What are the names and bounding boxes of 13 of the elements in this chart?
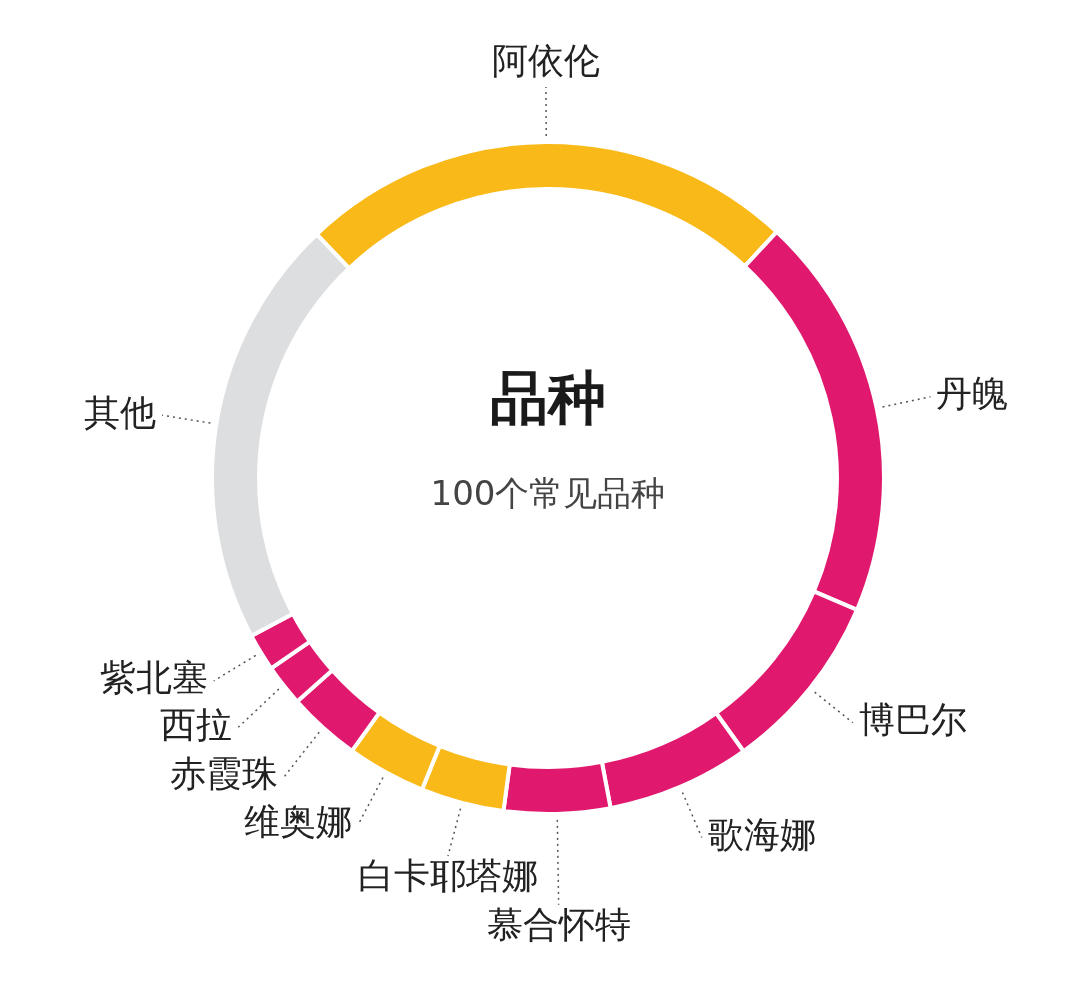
slice-label: 维奥娜 bbox=[244, 800, 353, 842]
slice-label: 歌海娜 bbox=[707, 813, 816, 855]
slice-label: 其他 bbox=[84, 391, 157, 433]
slice-label: 阿依伦 bbox=[491, 40, 600, 82]
slice-label: 西拉 bbox=[160, 703, 233, 745]
slice-label: 博巴尔 bbox=[858, 699, 967, 741]
text: 品种 bbox=[490, 364, 606, 433]
slice-label: 赤霞珠 bbox=[170, 752, 279, 794]
slice-label: 慕合怀特 bbox=[486, 904, 631, 946]
text: 100个常见品种 bbox=[430, 472, 666, 513]
slice-label: 白卡耶塔娜 bbox=[357, 855, 538, 897]
slice-label: 丹魄 bbox=[936, 373, 1009, 415]
slice-label: 紫北塞 bbox=[99, 657, 208, 699]
